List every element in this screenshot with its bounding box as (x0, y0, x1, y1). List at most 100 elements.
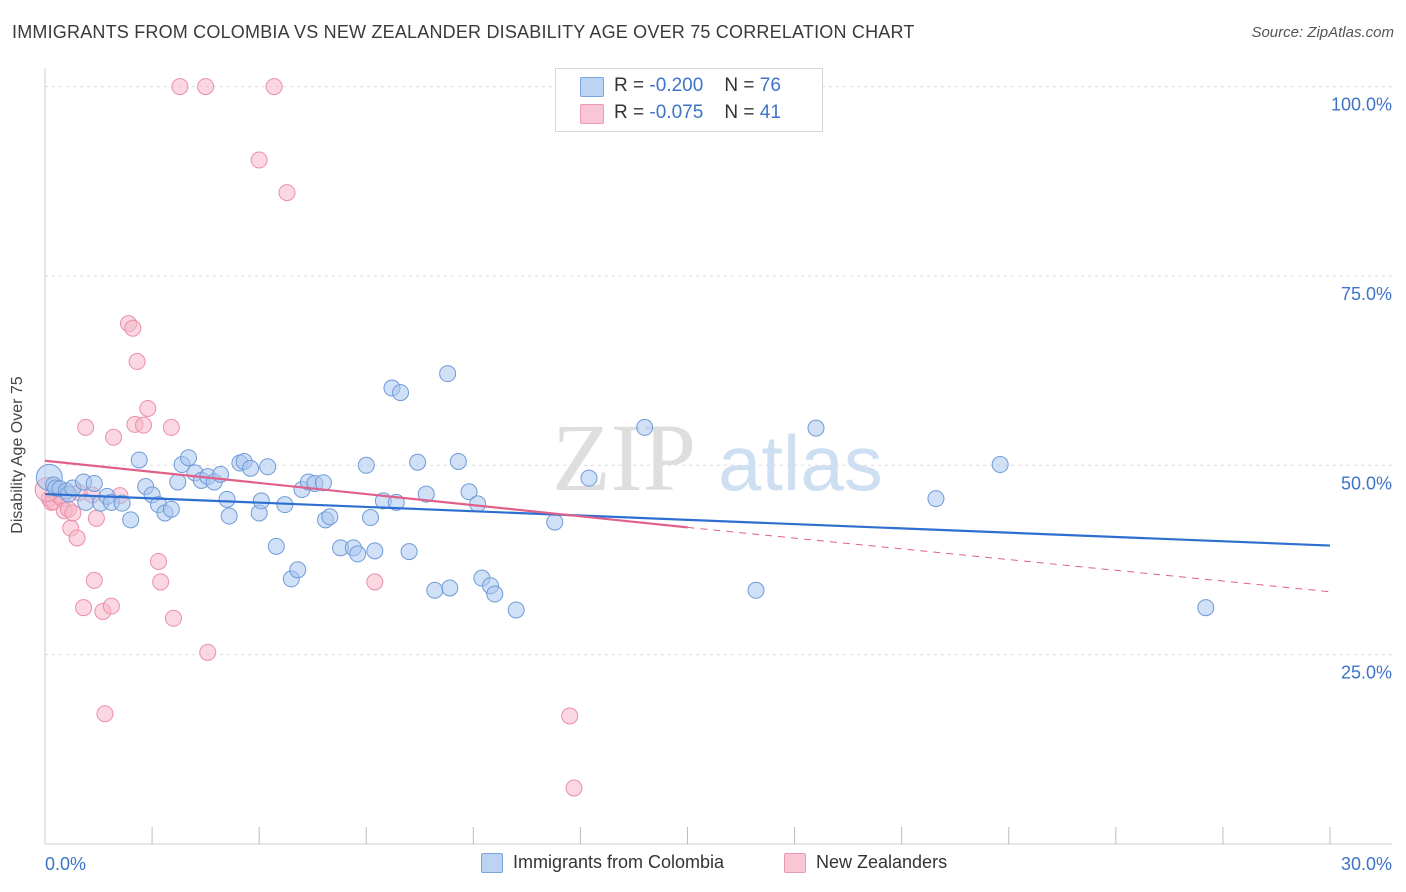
point-new-zealanders (265, 78, 283, 96)
y-tick-labels: 25.0% 50.0% 75.0% 100.0% (1331, 95, 1392, 683)
correlation-legend: R = -0.200 N = 76 R = -0.075 N = 41 (555, 68, 823, 132)
r-label: R = (614, 102, 645, 123)
point-colombia (636, 418, 654, 436)
point-colombia (218, 490, 236, 508)
point-colombia (469, 495, 487, 513)
chart-title: IMMIGRANTS FROM COLOMBIA VS NEW ZEALANDE… (12, 22, 915, 42)
point-colombia (349, 545, 367, 563)
point-colombia (220, 507, 238, 525)
watermark-zip: ZIP (552, 404, 696, 511)
legend-swatch-new-zealanders (580, 104, 604, 124)
point-new-zealanders (366, 573, 384, 591)
point-new-zealanders (87, 509, 105, 527)
point-new-zealanders (250, 151, 268, 169)
point-new-zealanders (561, 707, 579, 725)
n-label: N = (724, 102, 755, 123)
point-new-zealanders (165, 609, 182, 627)
point-new-zealanders (565, 779, 583, 797)
point-colombia (507, 601, 525, 619)
x-tick-label-min: 0.0% (45, 854, 86, 874)
legend-label-new-zealanders: New Zealanders (816, 852, 948, 872)
point-colombia (747, 581, 765, 599)
n-label: N = (724, 75, 755, 96)
point-new-zealanders (199, 643, 217, 661)
point-new-zealanders (152, 573, 170, 591)
point-colombia (169, 473, 187, 491)
point-colombia (392, 384, 410, 402)
watermark-atlas: atlas (718, 419, 883, 507)
point-new-zealanders (128, 353, 146, 371)
point-colombia (113, 494, 131, 512)
trend-lines (44, 459, 1331, 593)
point-colombia (242, 459, 260, 477)
point-colombia (449, 453, 467, 470)
x-tick-label-max: 30.0% (1341, 854, 1392, 874)
trend-line-new-zealanders (44, 459, 688, 529)
point-colombia (366, 542, 384, 560)
point-colombia (426, 581, 444, 599)
point-new-zealanders (135, 416, 153, 434)
point-colombia (362, 509, 380, 527)
series-colombia (35, 365, 1215, 619)
y-tick-label: 50.0% (1341, 473, 1392, 493)
point-colombia (85, 474, 103, 492)
point-colombia (991, 456, 1009, 474)
point-colombia (807, 419, 825, 437)
y-tick-label: 25.0% (1341, 663, 1392, 683)
point-new-zealanders (162, 418, 180, 436)
point-new-zealanders (68, 529, 86, 547)
point-colombia (417, 485, 435, 503)
point-new-zealanders (96, 705, 114, 723)
legend-swatch-colombia (481, 853, 503, 873)
watermark: ZIP atlas (552, 404, 883, 511)
point-new-zealanders (64, 504, 82, 522)
point-new-zealanders (77, 418, 95, 436)
r-value: -0.075 (649, 102, 704, 123)
point-colombia (252, 492, 270, 510)
point-new-zealanders (150, 552, 168, 570)
point-new-zealanders (85, 571, 103, 589)
point-colombia (267, 537, 285, 555)
r-value: -0.200 (649, 75, 704, 96)
point-colombia (289, 561, 307, 579)
point-colombia (1197, 599, 1215, 617)
trend-line-new-zealanders (687, 526, 1331, 593)
axes (44, 68, 1392, 845)
point-new-zealanders (75, 599, 93, 617)
series-new-zealanders (34, 78, 583, 797)
point-colombia (546, 513, 564, 531)
trend-line-colombia (44, 492, 1331, 547)
legend-swatch-new-zealanders (784, 853, 806, 873)
point-new-zealanders (171, 78, 189, 96)
point-new-zealanders (102, 597, 120, 615)
point-new-zealanders (105, 428, 123, 446)
point-colombia (409, 453, 427, 471)
point-colombia (486, 585, 504, 603)
point-new-zealanders (124, 319, 142, 337)
point-colombia (441, 579, 459, 597)
source-label: Source: ZipAtlas.com (1251, 24, 1394, 41)
point-colombia (439, 365, 457, 383)
point-colombia (400, 543, 418, 561)
point-colombia (259, 458, 277, 476)
point-colombia (460, 483, 478, 501)
point-colombia (357, 456, 375, 474)
point-colombia (927, 490, 945, 508)
point-colombia (179, 449, 197, 467)
n-value: 76 (759, 75, 781, 96)
gridlines (45, 86, 1392, 656)
r-label: R = (614, 75, 645, 96)
point-new-zealanders (197, 78, 215, 96)
y-tick-label: 100.0% (1331, 95, 1392, 115)
n-value: 41 (759, 102, 781, 123)
point-new-zealanders (139, 399, 157, 417)
y-tick-label: 75.0% (1341, 284, 1392, 304)
point-colombia (162, 500, 180, 518)
legend-label-colombia: Immigrants from Colombia (513, 852, 725, 872)
legend-swatch-colombia (580, 77, 604, 97)
point-colombia (130, 451, 148, 469)
point-colombia (122, 511, 140, 529)
x-tick-labels: 0.0% 30.0% (45, 854, 1392, 874)
point-colombia (580, 469, 598, 487)
